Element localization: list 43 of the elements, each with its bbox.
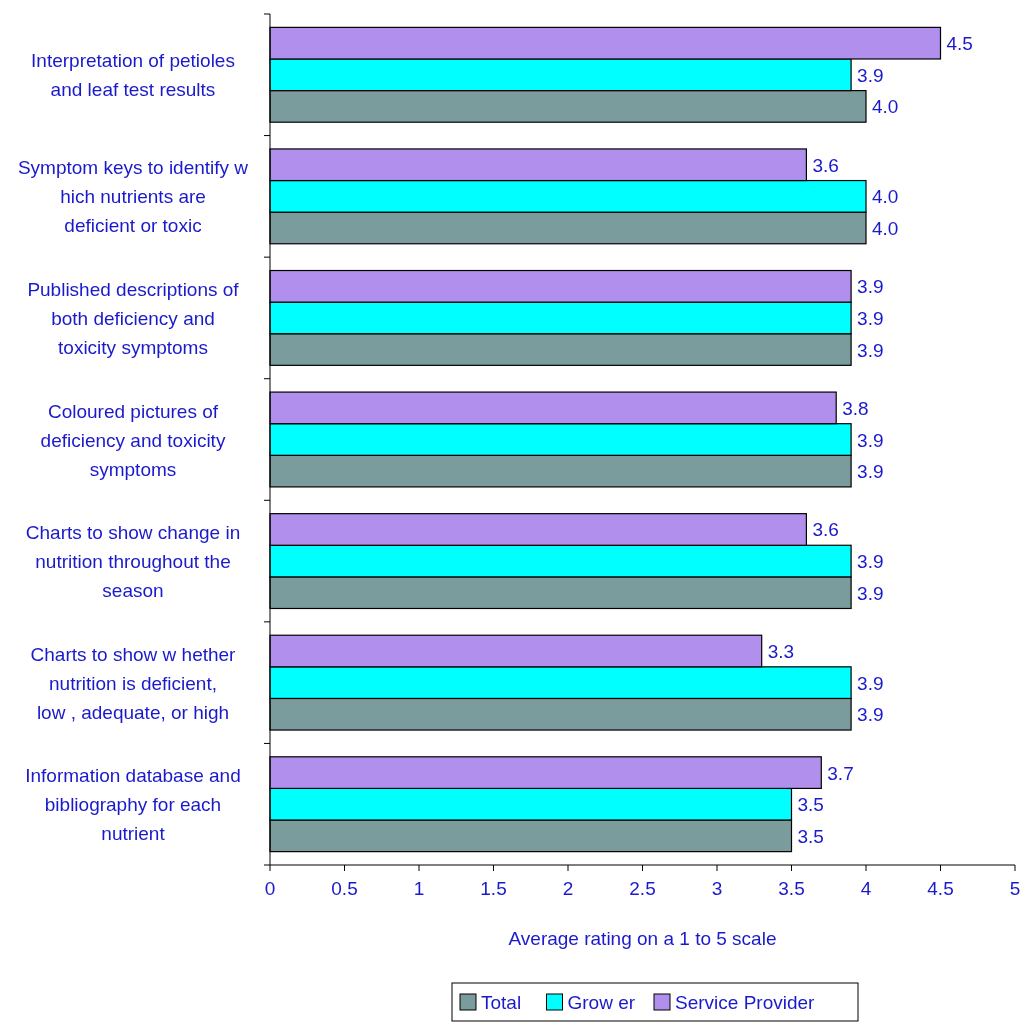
data-label: 3.3	[767, 641, 795, 663]
x-tick-label: 5	[1009, 878, 1021, 899]
data-label: 3.6	[812, 154, 839, 176]
legend-label: Service Provider	[675, 992, 816, 1013]
data-label: 3.5	[797, 825, 824, 847]
y-tick-label: Charts to show change in nutrition throughout the season	[25, 522, 241, 602]
x-tick-label: 1.5	[480, 878, 507, 899]
data-label: 3.9	[857, 704, 884, 726]
x-tick-label: 3	[711, 878, 723, 899]
x-tick-label: 4	[860, 878, 872, 899]
x-tick-label: 1	[413, 878, 425, 899]
x-tick-label: 0.5	[331, 878, 358, 899]
data-label: 3.9	[857, 64, 884, 86]
x-tick-label: 0	[264, 878, 276, 899]
x-axis-title: Average rating on a 1 to 5 scale	[508, 928, 777, 949]
data-label: 4.0	[872, 96, 899, 118]
data-label: 3.9	[857, 461, 884, 483]
data-label: 3.9	[857, 276, 884, 298]
data-label: 3.9	[857, 582, 884, 604]
data-label: 4.0	[872, 217, 899, 239]
data-label: 3.6	[812, 519, 839, 541]
legend-label: Total	[481, 992, 522, 1013]
data-label: 3.9	[857, 551, 884, 573]
data-label: 3.9	[857, 307, 884, 329]
y-tick-label: Symptom keys to identify w hich nutrients are deficient or toxic	[17, 157, 249, 237]
y-tick-label: Coloured pictures of deficiency and toxicity symptoms	[40, 400, 226, 480]
y-tick-label: Published descriptions of both deficiency and toxicity symptoms	[27, 278, 240, 358]
data-label: 3.5	[797, 794, 824, 816]
y-tick-label: Information database and bibliography for each nutrient	[25, 765, 241, 845]
x-tick-label: 2.5	[629, 878, 656, 899]
y-tick-label: Interpretation of petioles and leaf test results	[31, 50, 235, 101]
legend-label: Grow er	[567, 992, 636, 1013]
x-tick-label: 4.5	[927, 878, 954, 899]
data-label: 3.9	[857, 429, 884, 451]
x-tick-label: 2	[562, 878, 574, 899]
x-tick-label: 3.5	[778, 878, 805, 899]
data-label: 3.7	[827, 762, 854, 784]
data-label: 4.5	[946, 33, 973, 55]
data-label: 3.9	[857, 339, 884, 361]
y-tick-label: Charts to show w hether nutrition is deficient, low , adequate, or high	[30, 643, 237, 723]
data-label: 3.8	[842, 397, 869, 419]
data-label: 4.0	[872, 186, 899, 208]
data-label: 3.9	[857, 672, 884, 694]
